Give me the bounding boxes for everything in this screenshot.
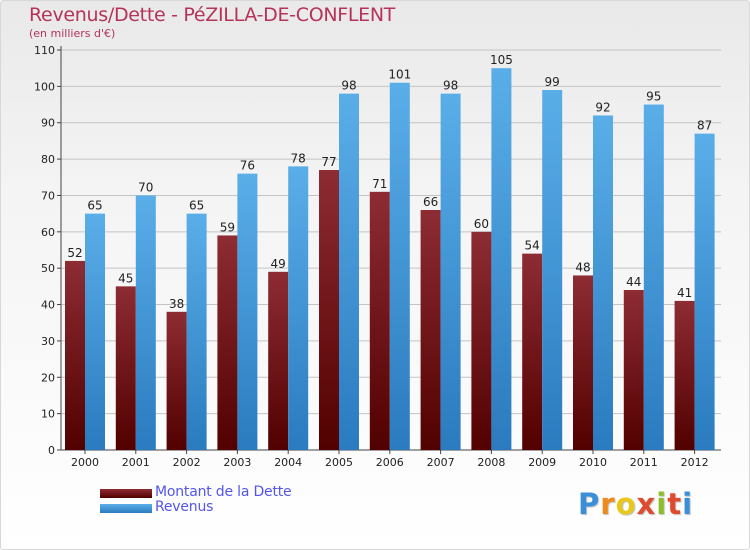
bar-debt-2012 — [674, 300, 695, 450]
data-label-revenue-2000: 65 — [87, 199, 102, 213]
logo-letter: o — [615, 487, 637, 521]
data-label-debt-2004: 49 — [271, 257, 286, 271]
bar-revenue-2007 — [440, 93, 461, 451]
data-label-debt-2009: 54 — [525, 239, 540, 253]
ytick-label-70: 70 — [41, 189, 55, 202]
data-label-revenue-2007: 98 — [443, 79, 458, 93]
bar-revenue-2003 — [237, 173, 258, 451]
ytick-label-0: 0 — [48, 444, 55, 457]
xtick-label-2012: 2012 — [681, 456, 709, 469]
bar-revenue-2009 — [542, 90, 563, 450]
xtick-label-2000: 2000 — [71, 456, 99, 469]
xtick-label-2010: 2010 — [579, 456, 607, 469]
ytick-label-90: 90 — [41, 117, 55, 130]
xtick-label-2011: 2011 — [630, 456, 658, 469]
logo-letter: P — [578, 487, 601, 521]
bar-revenue-2002 — [186, 213, 207, 450]
bar-revenue-2000 — [85, 213, 105, 450]
bar-debt-2002 — [166, 311, 187, 450]
data-label-debt-2001: 45 — [118, 271, 133, 285]
logo-letter: i — [682, 487, 694, 521]
legend-label-debt: Montant de la Dette — [155, 484, 292, 500]
data-label-debt-2010: 48 — [575, 260, 590, 274]
data-label-debt-2008: 60 — [474, 217, 489, 231]
bar-debt-2010 — [573, 275, 593, 450]
data-label-revenue-2012: 87 — [697, 119, 712, 133]
ytick-label-110: 110 — [34, 44, 55, 57]
logo-letter: t — [667, 487, 683, 521]
bar-debt-2005 — [319, 170, 339, 450]
chart-title: Revenus/Dette - PéZILLA-DE-CONFLENT — [29, 4, 396, 26]
legend-swatch-revenue — [100, 504, 152, 513]
data-label-revenue-2010: 92 — [595, 100, 610, 114]
bar-debt-2011 — [623, 290, 644, 450]
xtick-label-2006: 2006 — [376, 456, 404, 469]
logo-letter: i — [656, 487, 668, 521]
bar-revenue-2011 — [643, 104, 664, 450]
xtick-label-2005: 2005 — [325, 456, 353, 469]
data-label-debt-2012: 41 — [677, 286, 692, 300]
xtick-label-2003: 2003 — [223, 456, 251, 469]
ytick-label-60: 60 — [41, 226, 55, 239]
data-label-revenue-2009: 99 — [545, 75, 560, 89]
bar-debt-2004 — [268, 271, 289, 450]
ytick-label-50: 50 — [41, 262, 55, 275]
bar-revenue-2008 — [491, 68, 512, 450]
ytick-label-20: 20 — [41, 371, 55, 384]
bar-revenue-2004 — [288, 166, 309, 450]
bar-debt-2009 — [522, 253, 543, 450]
bar-debt-2006 — [369, 191, 390, 450]
xtick-label-2001: 2001 — [122, 456, 150, 469]
xtick-label-2008: 2008 — [477, 456, 505, 469]
logo-letter: r — [600, 487, 616, 521]
bar-debt-2007 — [420, 210, 441, 450]
bar-debt-2003 — [217, 235, 238, 450]
data-label-revenue-2006: 101 — [388, 68, 411, 82]
data-label-debt-2000: 52 — [67, 246, 82, 260]
xtick-label-2009: 2009 — [528, 456, 556, 469]
ytick-label-100: 100 — [34, 80, 55, 93]
data-label-debt-2007: 66 — [423, 195, 438, 209]
xtick-label-2004: 2004 — [274, 456, 302, 469]
data-label-debt-2011: 44 — [626, 275, 641, 289]
chart-subtitle: (en milliers d'€) — [29, 27, 116, 40]
bar-revenue-2006 — [389, 82, 410, 451]
ytick-label-30: 30 — [41, 335, 55, 348]
bar-revenue-2005 — [339, 93, 359, 451]
data-label-revenue-2004: 78 — [291, 151, 306, 165]
labels: 0 10 20 30 40 50 60 70 80 90 100 110 2000 52 65 2001 45 7… — [34, 44, 712, 469]
data-label-revenue-2001: 70 — [138, 180, 153, 194]
ytick-label-80: 80 — [41, 153, 55, 166]
xtick-label-2002: 2002 — [173, 456, 201, 469]
ytick-label-10: 10 — [41, 408, 55, 421]
data-label-debt-2005: 77 — [321, 155, 336, 169]
bar-debt-2008 — [471, 231, 492, 450]
data-label-revenue-2011: 95 — [646, 90, 661, 104]
data-label-revenue-2005: 98 — [341, 79, 356, 93]
bars — [65, 68, 715, 451]
ytick-label-40: 40 — [41, 299, 55, 312]
bar-revenue-2012 — [694, 133, 715, 451]
data-label-revenue-2008: 105 — [490, 53, 513, 67]
bar-debt-2000 — [65, 260, 85, 450]
data-label-debt-2002: 38 — [169, 297, 184, 311]
legend-swatch-debt — [100, 489, 152, 498]
bar-debt-2001 — [115, 286, 136, 450]
logo-letter: x — [636, 487, 657, 521]
bar-revenue-2010 — [593, 115, 613, 451]
data-label-debt-2006: 71 — [372, 177, 387, 191]
data-label-revenue-2003: 76 — [240, 159, 255, 173]
data-label-debt-2003: 59 — [220, 220, 235, 234]
xtick-label-2007: 2007 — [427, 456, 455, 469]
data-label-revenue-2002: 65 — [189, 199, 204, 213]
legend-label-revenue: Revenus — [155, 499, 214, 515]
proxiti-logo: Proxiti — [578, 487, 693, 521]
bar-revenue-2001 — [135, 195, 156, 450]
